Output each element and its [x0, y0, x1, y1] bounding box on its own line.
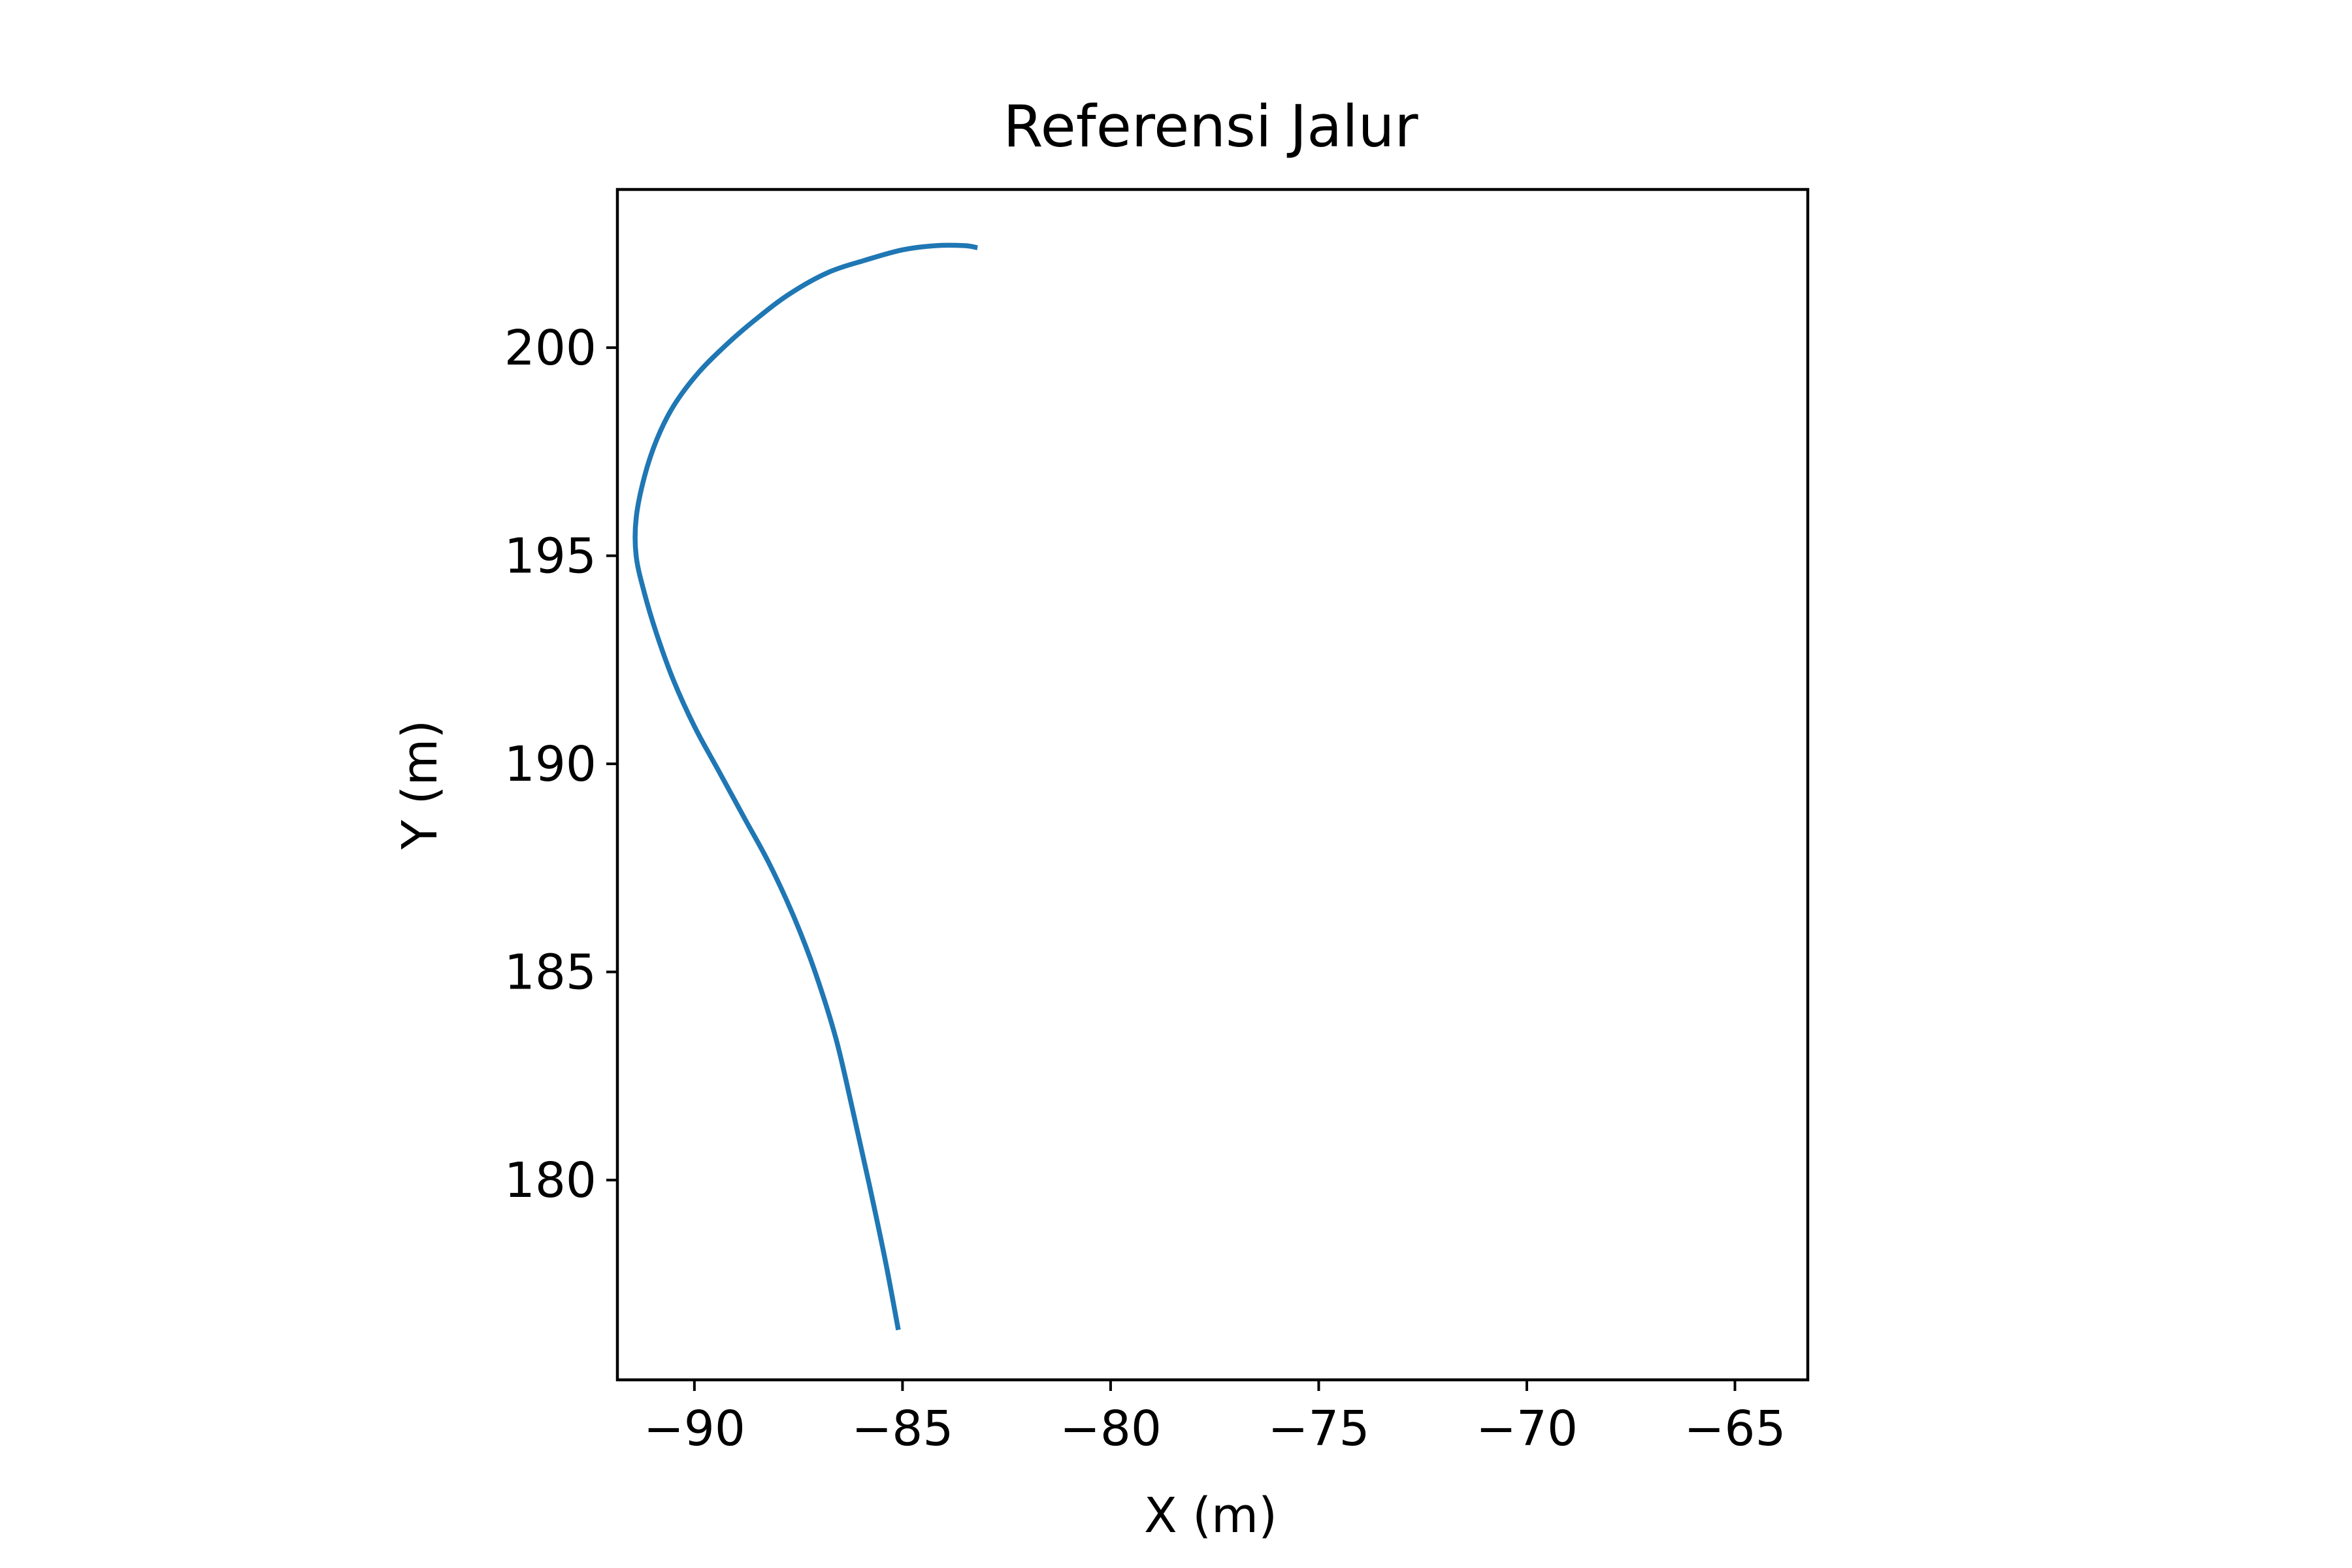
y-tick-label: 200	[504, 320, 596, 376]
y-tick-label: 195	[504, 529, 596, 585]
x-axis-label: X (m)	[1144, 1488, 1277, 1544]
y-tick-label: 190	[504, 736, 596, 792]
y-axis-label: Y (m)	[392, 720, 448, 851]
chart-title: Referensi Jalur	[1003, 93, 1418, 160]
x-tick-label: −90	[644, 1401, 745, 1457]
y-tick-label: 185	[504, 945, 596, 1001]
x-tick-label: −65	[1684, 1401, 1786, 1457]
x-tick-label: −80	[1060, 1401, 1162, 1457]
plot-area	[615, 188, 1810, 1382]
x-tick-label: −75	[1267, 1401, 1369, 1457]
path-line	[632, 242, 978, 1331]
x-axis: −90 −85 −80 −75 −70 −65	[644, 1380, 1786, 1457]
y-axis: 180 185 190 195 200	[504, 320, 617, 1209]
x-tick-label: −70	[1476, 1401, 1578, 1457]
x-tick-label: −85	[851, 1401, 953, 1457]
y-tick-label: 180	[504, 1152, 596, 1209]
